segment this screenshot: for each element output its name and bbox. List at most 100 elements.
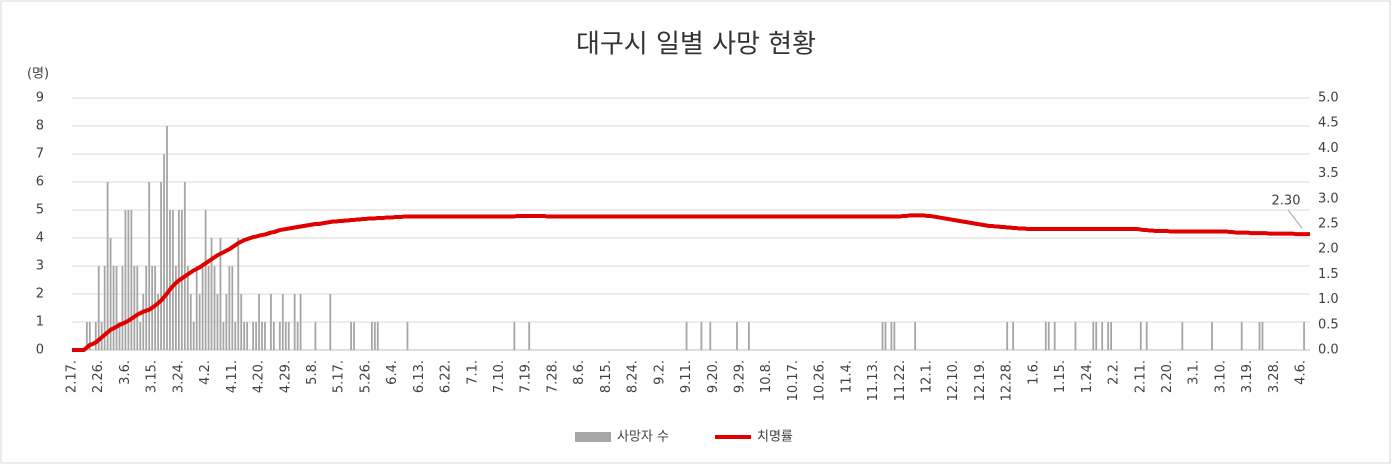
x-tick-label: 3.15. — [145, 360, 160, 393]
bar — [914, 322, 917, 350]
x-tick-label: 4.29. — [278, 360, 293, 393]
x-tick-label: 12.10. — [946, 360, 961, 401]
x-tick-label: 9.11. — [679, 360, 694, 393]
line — [72, 213, 1310, 352]
x-tick-label: 7.19. — [519, 360, 534, 393]
x-tick-label: 8.6. — [572, 360, 587, 385]
bar — [278, 322, 281, 350]
bar — [890, 322, 893, 350]
legend-label: 사망자 수 — [617, 430, 669, 445]
bar — [130, 210, 133, 350]
bar — [373, 322, 376, 350]
bar — [370, 322, 373, 350]
bar — [261, 322, 263, 350]
x-tick-label: 2.2. — [1107, 360, 1122, 385]
bar — [281, 294, 284, 350]
bar — [1145, 322, 1148, 350]
x-tick-label: 11.13. — [866, 360, 881, 401]
x-tick-label: 12.19. — [973, 360, 988, 401]
chart-title: 대구시 일별 사망 현황 — [576, 30, 816, 60]
bar — [528, 322, 531, 350]
bar — [228, 266, 231, 350]
bar — [1012, 322, 1015, 350]
x-tick-label: 7.10. — [492, 360, 507, 393]
x-tick-label: 3.1. — [1187, 360, 1202, 385]
y2-tick-label: 0.5 — [1318, 317, 1339, 332]
bar — [299, 294, 302, 350]
bar — [163, 154, 165, 350]
bar — [213, 266, 216, 350]
bar — [216, 294, 219, 350]
bar — [685, 322, 688, 350]
bar — [1074, 322, 1077, 350]
x-tick-label: 4.2. — [198, 360, 213, 385]
bar — [127, 210, 130, 350]
y-tick-label: 4 — [36, 231, 44, 246]
bar — [287, 322, 290, 350]
bar — [1107, 322, 1110, 350]
y2-tick-label: 3.0 — [1318, 191, 1339, 206]
x-tick-label: 10.8. — [759, 360, 774, 393]
legend-swatch — [575, 432, 611, 442]
bar — [884, 322, 887, 350]
x-tick-label: 10.26. — [813, 360, 828, 401]
bar — [255, 322, 257, 350]
y-tick-label: 6 — [36, 175, 44, 190]
bar — [195, 266, 198, 350]
y2-tick-label: 2.0 — [1318, 242, 1339, 257]
x-tick-label: 4.6. — [1294, 360, 1309, 385]
bar — [219, 238, 222, 350]
bar — [270, 294, 272, 350]
bar — [94, 322, 97, 350]
bar — [296, 322, 299, 350]
bar — [1240, 322, 1243, 350]
bar — [234, 322, 237, 350]
x-tick-label: 6.4. — [385, 360, 400, 385]
bar — [103, 266, 106, 350]
bar — [124, 210, 127, 350]
y-tick-label: 1 — [36, 315, 44, 330]
x-tick-label: 2.17. — [65, 360, 80, 393]
x-tick-label: 8.15. — [599, 360, 614, 393]
x-tick-label: 2.20. — [1160, 360, 1175, 393]
y2-tick-label: 1.5 — [1318, 267, 1339, 282]
y2-tick-label: 1.0 — [1318, 292, 1339, 307]
bar — [222, 322, 225, 350]
y2-tick-label: 2.5 — [1318, 217, 1339, 232]
bar — [139, 322, 142, 350]
bar — [109, 238, 112, 350]
y-tick-label: 9 — [36, 91, 44, 106]
x-tick-label: 3.10. — [1213, 360, 1228, 393]
x-tick-label: 3.24. — [171, 360, 186, 393]
bar — [121, 266, 124, 350]
bar — [133, 266, 136, 350]
bar — [166, 126, 168, 350]
bar — [175, 266, 177, 350]
bar — [284, 322, 287, 350]
bar — [700, 322, 703, 350]
x-tick-label: 7.28. — [545, 360, 560, 393]
x-tick-label: 3.19. — [1240, 360, 1255, 393]
x-tick-label: 11.4. — [839, 360, 854, 393]
bar — [1092, 322, 1095, 350]
bar — [115, 266, 118, 350]
y2-tick-label: 4.5 — [1318, 116, 1339, 131]
bar — [231, 266, 234, 350]
bar — [353, 322, 355, 350]
bar — [1006, 322, 1009, 350]
bar — [314, 322, 317, 350]
x-tick-label: 7.1. — [465, 360, 480, 385]
bar — [747, 322, 750, 350]
x-tick-label: 3.6. — [118, 360, 133, 385]
bar — [893, 322, 896, 350]
bar — [1044, 322, 1047, 350]
legend-label: 치명률 — [757, 430, 793, 445]
x-tick-label: 12.1. — [920, 360, 935, 393]
bar — [1110, 322, 1112, 350]
x-tick-label: 9.2. — [652, 360, 667, 385]
bar — [406, 322, 409, 350]
bar — [157, 294, 159, 350]
x-tick-label: 1.6. — [1026, 360, 1041, 385]
x-tick-label: 4.11. — [225, 360, 240, 393]
